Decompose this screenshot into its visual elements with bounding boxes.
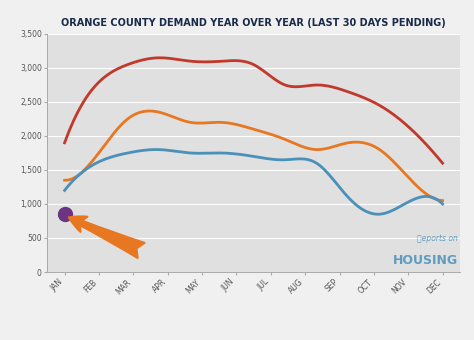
Title: ORANGE COUNTY DEMAND YEAR OVER YEAR (LAST 30 DAYS PENDING): ORANGE COUNTY DEMAND YEAR OVER YEAR (LAS…: [61, 18, 446, 28]
Text: HOUSING: HOUSING: [392, 254, 458, 267]
Text: ⓡeports on: ⓡeports on: [417, 235, 458, 243]
